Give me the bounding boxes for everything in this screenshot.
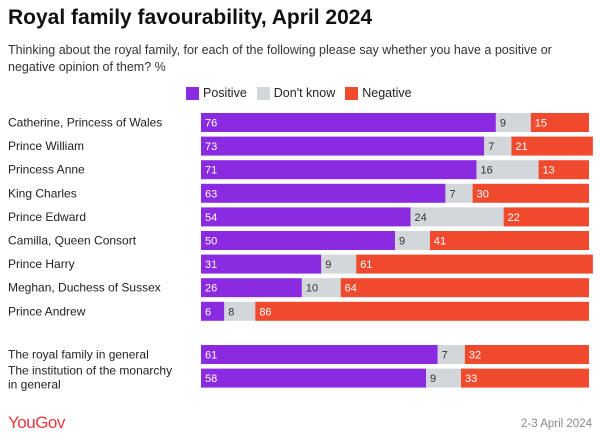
category-label: The royal family in general [8,348,149,362]
category-label: Camilla, Queen Consort [8,234,137,248]
legend-item-negative: Negative [345,86,412,100]
bar-negative [503,207,589,227]
bar-positive [201,183,446,203]
value-label-dont-know: 9 [399,236,405,248]
bar-negative [511,136,593,156]
bar-dont-know [410,207,504,227]
value-label-dont-know: 9 [430,373,436,385]
legend-label-negative: Negative [362,86,412,100]
value-label-positive: 63 [205,188,217,200]
value-label-negative: 30 [477,188,489,200]
bar-dont-know [426,368,461,388]
value-label-dont-know: 9 [325,259,331,271]
bar-negative [460,368,589,388]
bar-positive [201,136,485,156]
bar-positive [201,301,225,321]
bar-negative [340,278,589,298]
value-label-positive: 76 [205,118,217,130]
value-label-positive: 73 [205,141,217,153]
value-label-positive: 50 [205,236,217,248]
value-label-negative: 61 [360,259,372,271]
value-label-negative: 15 [535,118,547,130]
value-label-negative: 22 [508,212,520,224]
legend-swatch-negative [345,86,359,100]
category-label: King Charles [8,186,77,200]
value-label-negative: 32 [469,350,481,362]
value-label-dont-know: 9 [500,118,506,130]
bar-dont-know [437,345,465,364]
category-label: Meghan, Duchess of Sussex [8,281,161,295]
legend-item-dont-know: Don't know [256,86,336,100]
value-label-positive: 54 [205,212,217,224]
category-label: Prince Andrew [8,304,86,318]
bar-dont-know [321,254,357,274]
legend-item-positive: Positive [186,86,247,100]
bar-dont-know [301,278,341,298]
bar-negative [464,345,589,364]
bar-positive [201,160,477,180]
value-label-dont-know: 24 [415,212,427,224]
bar-negative [356,254,593,274]
bar-negative [472,183,589,203]
bar-dont-know [395,231,430,250]
yougov-logo: YouGov [8,413,65,432]
bar-negative [538,160,589,180]
bar-positive [201,231,395,250]
value-label-negative: 33 [465,373,477,385]
value-label-dont-know: 7 [449,188,455,200]
value-label-negative: 21 [515,141,527,153]
bar-positive [201,207,411,227]
value-label-negative: 64 [345,283,357,295]
value-label-positive: 71 [205,165,217,177]
bar-negative [530,113,589,132]
category-label: The institution of the monarchy in genera… [8,364,172,392]
bar-negative [429,231,589,250]
value-label-positive: 26 [205,283,217,295]
legend-swatch-dont-know [256,86,270,100]
bar-dont-know [476,160,539,180]
bar-dont-know [495,113,531,132]
chart-legend: Positive Don't know Negative [186,86,422,100]
category-label: Prince Edward [8,210,86,224]
value-label-dont-know: 8 [228,306,234,318]
value-label-positive: 6 [205,306,211,318]
value-label-dont-know: 16 [480,165,492,177]
value-label-positive: 58 [205,373,217,385]
value-label-negative: 41 [434,236,446,248]
value-label-dont-know: 7 [442,350,448,362]
value-label-negative: 86 [259,306,271,318]
value-label-dont-know: 10 [306,283,318,295]
bar-dont-know [224,301,256,321]
chart-subtitle: Thinking about the royal family, for eac… [8,43,552,74]
bar-positive [201,368,427,388]
legend-swatch-positive [186,86,199,100]
legend-label-dont-know: Don't know [273,86,336,100]
legend-label-positive: Positive [203,86,247,100]
bar-positive [201,113,496,132]
fieldwork-date: 2-3 April 2024 [521,418,592,430]
value-label-negative: 13 [543,165,555,177]
bar-positive [201,254,322,274]
category-label: Princess Anne [8,163,85,177]
chart-title: Royal family favourability, April 2024 [8,6,373,29]
bar-dont-know [445,183,473,203]
bar-negative [255,301,589,321]
category-label: Prince William [8,139,84,153]
category-label: Prince Harry [8,257,75,271]
bar-dont-know [484,136,512,156]
category-label: Catherine, Princess of Wales [8,116,162,130]
bar-positive [201,345,438,364]
value-label-positive: 61 [205,350,217,362]
value-label-positive: 31 [205,259,217,271]
value-label-dont-know: 7 [488,141,494,153]
bar-positive [201,278,302,298]
